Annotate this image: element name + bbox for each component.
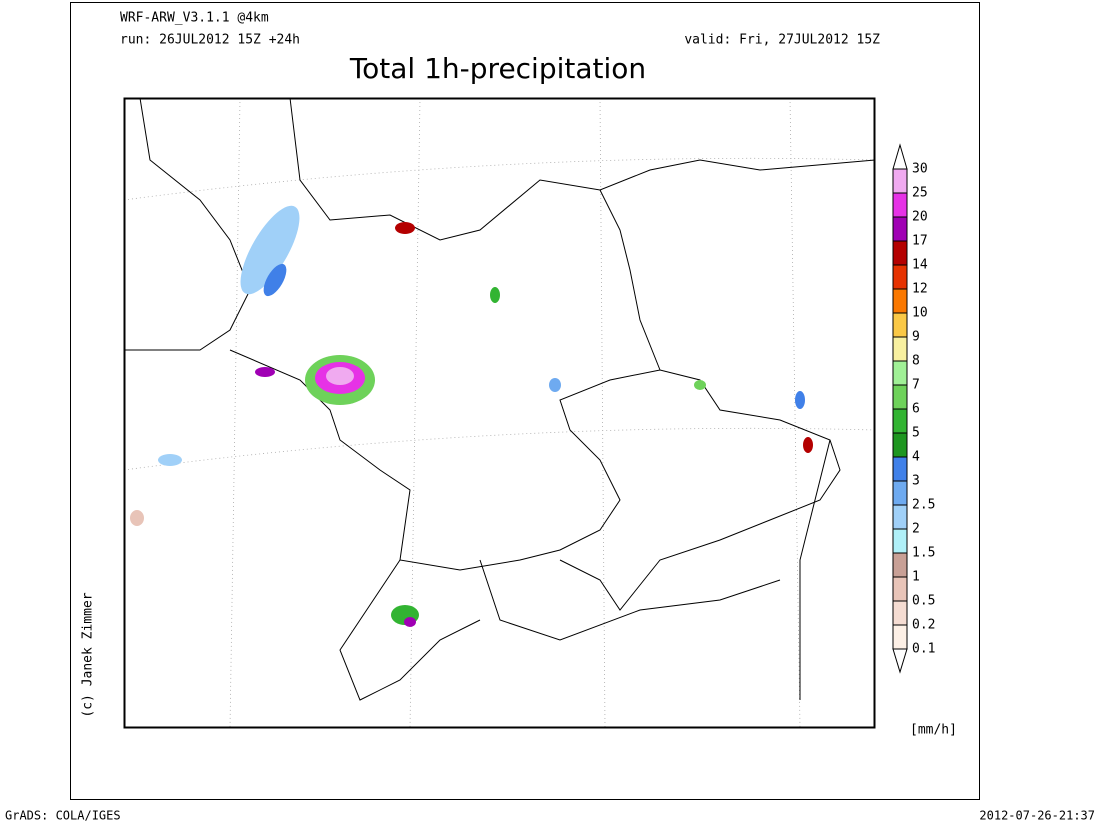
borders	[229, 189, 841, 701]
colorbar-label: 3	[912, 474, 920, 489]
colorbar-unit: [mm/h]	[910, 723, 957, 738]
colorbar-label: 1.5	[912, 546, 935, 561]
model-label: WRF-ARW_V3.1.1 @4km	[120, 11, 269, 26]
colorbar-label: 0.5	[912, 594, 935, 609]
colorbar-label: 2	[912, 522, 920, 537]
colorbar-box	[892, 480, 908, 506]
colorbar-label: 0.2	[912, 618, 935, 633]
colorbar-box	[892, 192, 908, 218]
colorbar-box	[892, 240, 908, 266]
colorbar-box	[892, 528, 908, 554]
colorbar-label: 0.1	[912, 642, 935, 657]
colorbar-box	[892, 432, 908, 458]
colorbar-label: 17	[912, 234, 928, 249]
colorbar-box	[892, 552, 908, 578]
colorbar-label: 8	[912, 354, 920, 369]
colorbar-label: 5	[912, 426, 920, 441]
colorbar-box	[892, 504, 908, 530]
colorbar-box	[892, 336, 908, 362]
colorbar-label: 25	[912, 186, 928, 201]
colorbar-box	[892, 600, 908, 626]
colorbar: 0.1 0.2 0.5 1 1.5 2 2.5 3 4 5 6 7 8 9 10 12 14 17 20 25 30	[892, 143, 935, 674]
colorbar-box	[892, 576, 908, 602]
colorbar-triangle	[892, 143, 908, 170]
colorbar-label: 9	[912, 330, 920, 345]
colorbar-label: 14	[912, 258, 928, 273]
colorbar-label: 1	[912, 570, 920, 585]
map-title: Total 1h-precipitation	[349, 52, 646, 85]
colorbar-box	[892, 624, 908, 650]
valid-label: valid: Fri, 27JUL2012 15Z	[684, 33, 880, 48]
colorbar-box	[892, 408, 908, 434]
colorbar-label: 10	[912, 306, 928, 321]
colorbar-box	[892, 168, 908, 194]
colorbar-triangle	[892, 648, 908, 674]
colorbar-box	[892, 288, 908, 314]
colorbar-box	[892, 360, 908, 386]
colorbar-label: 2.5	[912, 498, 935, 513]
outer-frame	[70, 2, 980, 800]
map-frame	[123, 97, 876, 729]
colorbar-box	[892, 384, 908, 410]
coastline	[124, 98, 875, 351]
credit: (c) Janek Zimmer	[81, 592, 96, 717]
precipitation	[130, 205, 813, 627]
colorbar-box	[892, 216, 908, 242]
colorbar-label: 30	[912, 162, 928, 177]
colorbar-label: 4	[912, 450, 920, 465]
colorbar-box	[892, 456, 908, 482]
footer-right: 2012-07-26-21:37	[979, 809, 1095, 823]
run-label: run: 26JUL2012 15Z +24h	[120, 33, 300, 48]
colorbar-label: 12	[912, 282, 928, 297]
colorbar-label: 20	[912, 210, 928, 225]
colorbar-label: 6	[912, 402, 920, 417]
colorbar-box	[892, 312, 908, 338]
colorbar-box	[892, 264, 908, 290]
map	[123, 97, 876, 729]
footer-left: GrADS: COLA/IGES	[5, 809, 121, 823]
graticule	[124, 98, 875, 728]
colorbar-label: 7	[912, 378, 920, 393]
